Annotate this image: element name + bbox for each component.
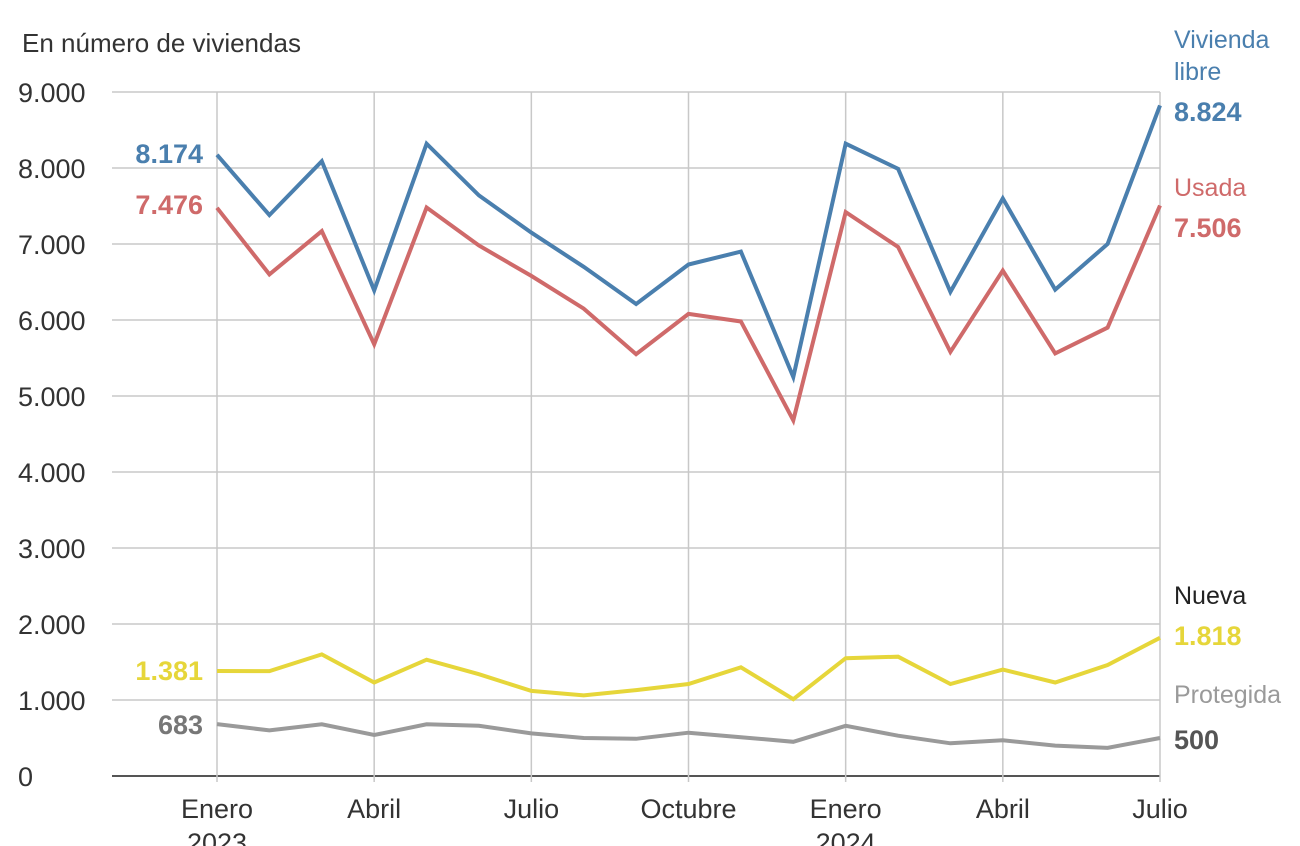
series-name-label: libre <box>1174 58 1221 86</box>
x-tick-label: Julio <box>1132 794 1188 824</box>
x-tick-label: 2024 <box>816 828 876 846</box>
start-value-label: 683 <box>158 710 203 740</box>
end-value-label: 7.506 <box>1174 213 1242 243</box>
end-value-label: 500 <box>1174 725 1219 755</box>
chart-subtitle: En número de viviendas <box>22 28 301 58</box>
x-tick-label: Abril <box>976 794 1030 824</box>
series-name-label: Usada <box>1174 174 1246 202</box>
x-tick-label: Enero <box>181 794 253 824</box>
y-tick-label: 7.000 <box>18 230 86 260</box>
end-value-label: 8.824 <box>1174 97 1242 127</box>
y-tick-label: 9.000 <box>18 78 86 108</box>
y-tick-label: 4.000 <box>18 458 86 488</box>
series-line-protegida <box>216 722 1161 750</box>
series-line-vivienda-libre <box>215 104 1162 384</box>
start-value-label: 1.381 <box>135 656 203 686</box>
x-tick-label: Enero <box>810 794 882 824</box>
y-tick-label: 2.000 <box>18 610 86 640</box>
x-tick-label: Abril <box>347 794 401 824</box>
series-line-nueva <box>216 636 1161 702</box>
y-tick-label: 3.000 <box>18 534 86 564</box>
series-name-label: Vivienda <box>1174 26 1270 54</box>
x-tick-label: Julio <box>504 794 560 824</box>
y-tick-label: 1.000 <box>18 686 86 716</box>
end-value-label: 1.818 <box>1174 621 1242 651</box>
y-tick-label: 8.000 <box>18 154 86 184</box>
series-name-label: Protegida <box>1174 681 1281 709</box>
x-tick-label: Octubre <box>640 794 736 824</box>
y-tick-label: 5.000 <box>18 382 86 412</box>
y-tick-label: 0 <box>18 762 33 792</box>
x-tick-label: 2023 <box>187 828 247 846</box>
series-name-label: Nueva <box>1174 582 1246 610</box>
start-value-label: 8.174 <box>135 139 203 169</box>
series-line-usada <box>215 204 1162 426</box>
start-value-label: 7.476 <box>135 190 203 220</box>
y-tick-label: 6.000 <box>18 306 86 336</box>
